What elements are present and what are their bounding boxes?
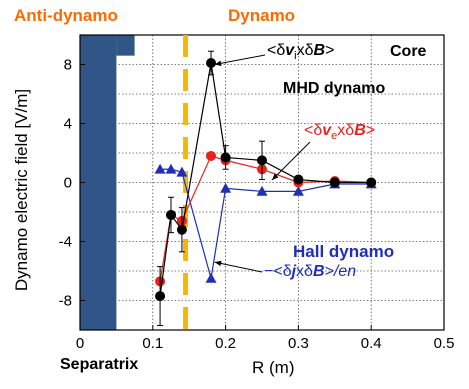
- y-tick-label: -4: [59, 234, 72, 251]
- vi-arrow: [214, 54, 266, 65]
- data-point: [366, 177, 377, 188]
- data-point: [220, 152, 231, 163]
- series-line: [160, 168, 372, 279]
- data-point: [205, 272, 217, 283]
- data-point: [256, 185, 268, 196]
- j-arrow: [214, 261, 263, 273]
- data-point: [257, 155, 267, 166]
- data-point: [206, 58, 217, 69]
- x-tick-label: 0.1: [142, 335, 163, 352]
- data-point: [176, 166, 188, 177]
- data-point: [220, 182, 232, 193]
- plot-area: 0 0.1 0.2 0.3 0.4 0.5 8 4 0 -4 -8: [59, 34, 455, 352]
- anti-dynamo-header: Anti-dynamo: [14, 6, 118, 25]
- separatrix-label: Separatrix: [60, 356, 139, 373]
- y-tick-label: 0: [64, 175, 72, 192]
- data-point: [154, 163, 166, 174]
- data-point: [292, 185, 304, 196]
- x-tick-label: 0.4: [361, 335, 382, 352]
- y-tick-label: 8: [64, 57, 72, 74]
- ve-arrow-head: [272, 173, 279, 180]
- wall-region: [80, 35, 117, 330]
- x-tick-label: 0.5: [434, 335, 455, 352]
- y-axis-label: Dynamo electric field [V/m]: [12, 88, 31, 292]
- vi-arrow-head: [214, 60, 222, 66]
- data-point: [155, 291, 166, 302]
- j-arrow-head: [214, 260, 222, 267]
- wall-region-ledge: [116, 35, 135, 56]
- data-point: [293, 174, 304, 185]
- core-label: Core: [390, 43, 427, 60]
- x-tick-label: 0: [76, 335, 84, 352]
- j-series-label: −<δjxδB>/en: [264, 263, 357, 280]
- data-point: [176, 224, 187, 235]
- dynamo-header: Dynamo: [228, 6, 296, 25]
- hall-dynamo-label: Hall dynamo: [293, 242, 395, 261]
- ve-arrow: [271, 141, 311, 181]
- ve-series-label: <δvexδB>: [304, 122, 376, 143]
- y-tick-label: -8: [59, 293, 72, 310]
- data-point: [165, 163, 177, 174]
- data-point: [329, 177, 340, 188]
- x-tick-label: 0.3: [288, 335, 309, 352]
- mhd-dynamo-label: MHD dynamo: [283, 80, 386, 97]
- data-point: [206, 150, 217, 161]
- x-tick-label: 0.2: [215, 335, 236, 352]
- data-point: [166, 209, 176, 220]
- vi-series-label: <δvixδB>: [267, 42, 335, 63]
- y-tick-label: 4: [64, 116, 72, 133]
- x-axis-label: R (m): [252, 358, 295, 377]
